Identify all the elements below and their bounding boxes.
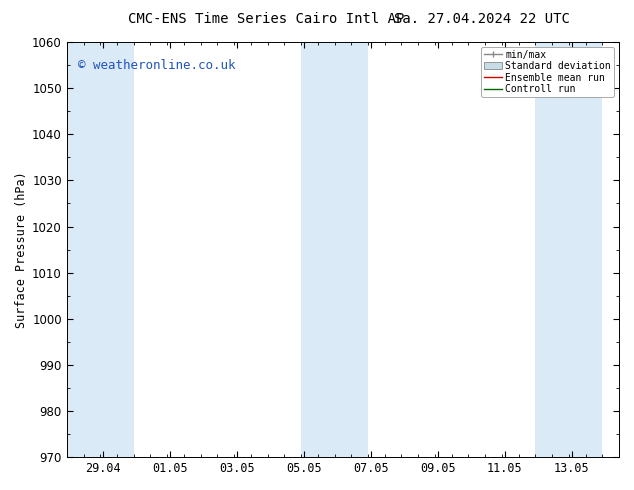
Legend: min/max, Standard deviation, Ensemble mean run, Controll run: min/max, Standard deviation, Ensemble me… (481, 47, 614, 97)
Text: CMC-ENS Time Series Cairo Intl AP: CMC-ENS Time Series Cairo Intl AP (128, 12, 404, 26)
Bar (535, 42, 602, 457)
Text: © weatheronline.co.uk: © weatheronline.co.uk (78, 59, 235, 72)
Bar (301, 42, 368, 457)
Bar (67, 42, 134, 457)
Y-axis label: Surface Pressure (hPa): Surface Pressure (hPa) (15, 171, 28, 328)
Text: Sa. 27.04.2024 22 UTC: Sa. 27.04.2024 22 UTC (394, 12, 570, 26)
